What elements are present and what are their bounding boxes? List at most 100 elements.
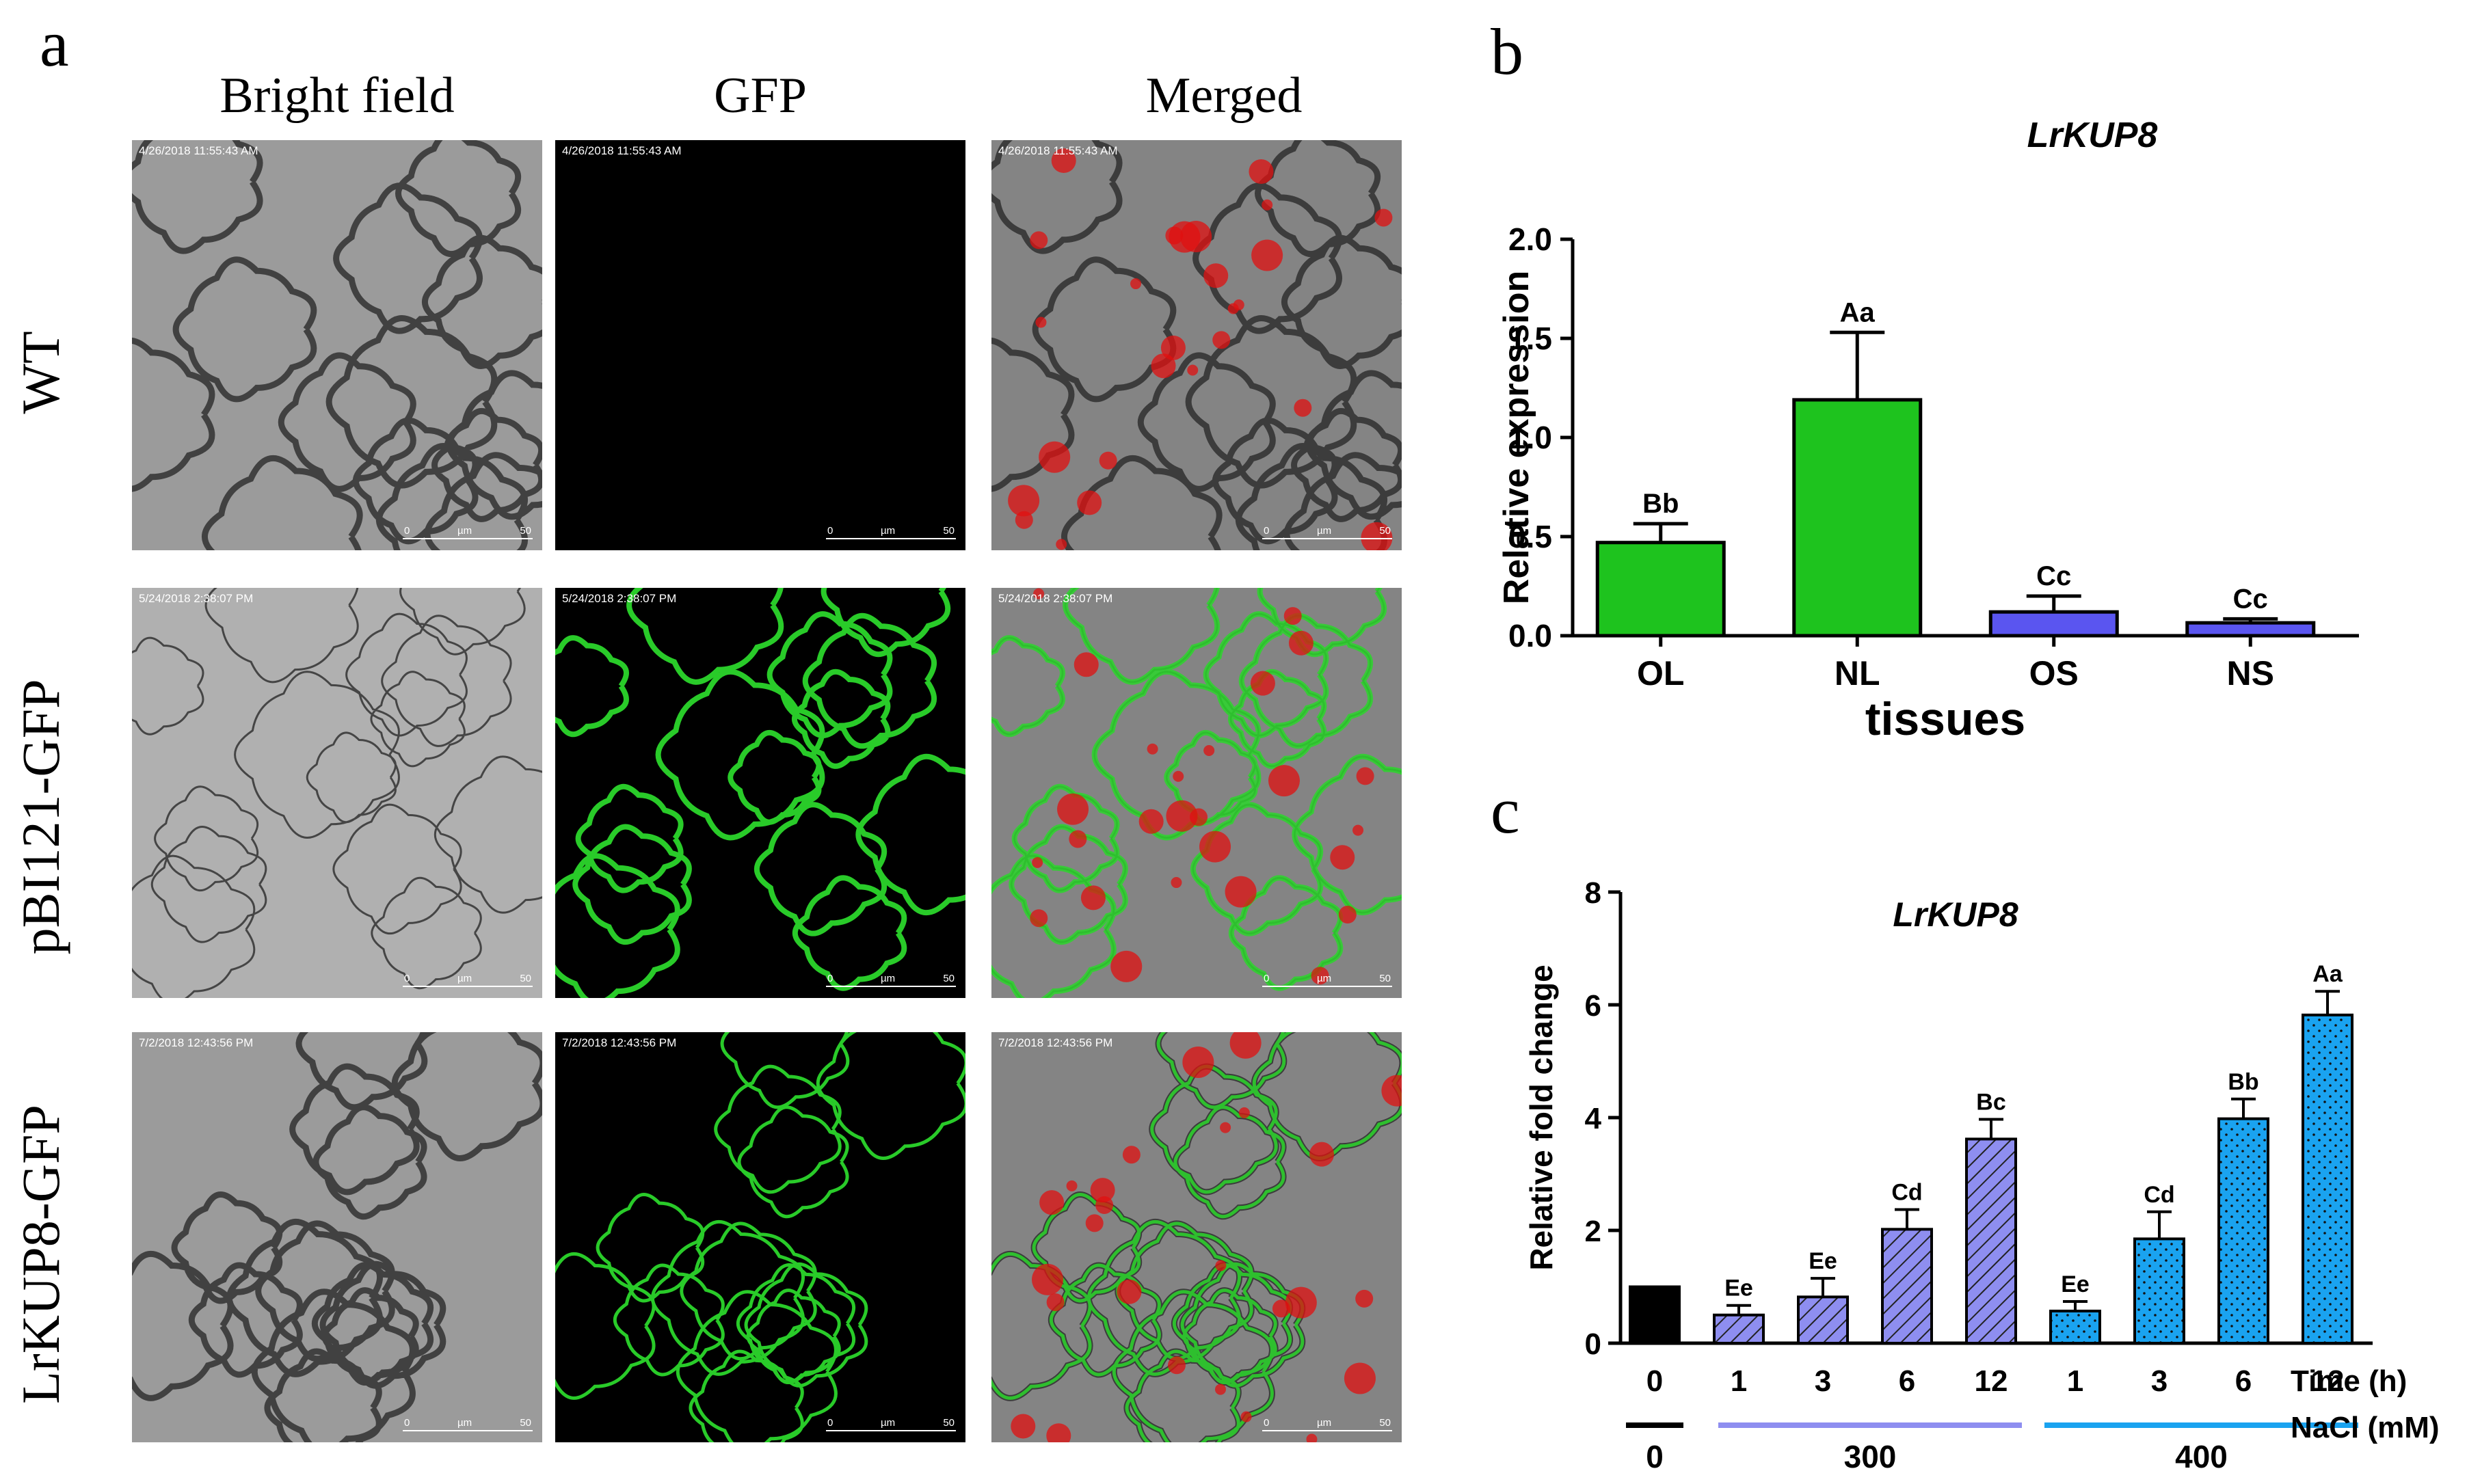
significance-label: Ee [1809,1248,1837,1274]
y-tick-label: 1.5 [1508,321,1552,356]
scale-bar-label: 0 [404,525,410,537]
x-tick-label: 6 [1899,1364,1915,1398]
significance-label: Bb [2228,1069,2258,1095]
bar [1629,1285,1681,1345]
scale-bar-label: µm [1317,973,1332,984]
x-tick-label: 3 [2151,1364,2168,1398]
scale-bar: 0 µm 50 [403,1417,533,1435]
micrograph-lrkup8-gfp-bright-field: 7/2/2018 12:43:56 PM 0 µm 50 [132,1032,542,1442]
x-axis-label: tissues [1865,693,2025,745]
scale-bar-label: 50 [943,525,955,537]
timestamp: 4/26/2018 11:55:43 AM [998,144,1118,157]
scale-bar-label: µm [1317,1417,1332,1429]
bar [1881,1228,1933,1345]
scale-bar-label: 50 [1379,525,1391,537]
column-header-bright-field: Bright field [219,68,455,124]
chart-c: LrKUP8 0 2 4 6 8 Relative fold change 0 Ee 1 Ee 3 Cd… [1523,876,2440,1474]
timestamp: 5/24/2018 2:38:07 PM [562,592,677,605]
scale-bar: 0 µm 50 [403,525,533,543]
scale-bar-label: µm [881,525,896,537]
y-tick-label: 8 [1585,876,1601,910]
micrograph-wt-merged: 4/26/2018 11:55:43 AM 0 µm 50 [991,140,1402,550]
y-tick-label: 4 [1585,1102,1602,1135]
panel-b-letter: b [1491,15,1523,88]
scale-bar-label: µm [881,973,896,984]
y-tick-label: 2 [1585,1215,1601,1248]
significance-label: Ee [1724,1276,1753,1301]
x-tick-label: NL [1835,654,1880,692]
timestamp: 5/24/2018 2:38:07 PM [139,592,254,605]
scale-bar-label: µm [1317,525,1332,537]
row-label-pbi121-gfp: pBI121-GFP [11,679,70,955]
chart-title: LrKUP8 [2027,116,2158,155]
x-tick-label: 12 [2311,1364,2345,1398]
micrograph-pbi121-gfp-gfp: 5/24/2018 2:38:07 PM 0 µm 50 [555,588,965,998]
scale-bar-label: 0 [827,1417,834,1429]
significance-label: Cc [2036,561,2071,591]
x-tick-label: NS [2227,654,2274,692]
significance-label: Aa [1840,297,1876,327]
significance-label: Cc [2233,584,2268,614]
panel-a-letter: a [40,7,69,80]
significance-label: Bb [1642,489,1679,519]
timestamp: 4/26/2018 11:55:43 AM [562,144,682,157]
x-tick-label: 12 [1975,1364,2008,1398]
group-label: 300 [1844,1439,1897,1474]
group-label: 0 [1646,1439,1664,1474]
scale-bar: 0 µm 50 [1262,973,1392,991]
significance-label: Cd [1891,1179,1922,1205]
significance-label: Cd [2144,1182,2174,1208]
scale-bar-label: µm [457,973,472,984]
group-label: 400 [2175,1439,2228,1474]
scale-bar: 0 µm 50 [1262,1417,1392,1435]
scale-bar-label: 0 [404,973,410,984]
scale-bar-label: 0 [1264,973,1270,984]
scale-bar-label: µm [457,1417,472,1429]
bar [1595,541,1726,638]
scale-bar-label: 50 [520,525,531,537]
bar [2217,1117,2269,1345]
timestamp: 7/2/2018 12:43:56 PM [562,1036,677,1049]
scale-bar-label: 50 [520,1417,531,1429]
y-tick-label: 6 [1585,989,1601,1023]
x-tick-label: 1 [2067,1364,2083,1398]
panel-c-letter: c [1491,774,1520,847]
bar [1965,1137,2017,1345]
x-tick-label: 3 [1815,1364,1831,1398]
scale-bar-label: 0 [827,525,834,537]
y-tick-label: 2.0 [1508,221,1552,257]
micrograph-wt-gfp: 4/26/2018 11:55:43 AM 0 µm 50 [555,140,965,550]
micrograph-lrkup8-gfp-gfp: 7/2/2018 12:43:56 PM 0 µm 50 [555,1032,965,1442]
timestamp: 7/2/2018 12:43:56 PM [998,1036,1113,1049]
scale-bar-label: 50 [520,973,531,984]
scale-bar: 0 µm 50 [826,1417,956,1435]
chart-title: LrKUP8 [1893,895,2018,934]
y-axis-label: Relative fold change [1523,964,1559,1270]
significance-label: Bc [1976,1089,2005,1115]
y-tick-label: 0.0 [1508,618,1552,653]
scale-bar-label: 0 [404,1417,410,1429]
bar [2049,1309,2101,1345]
scale-bar-label: 50 [943,973,955,984]
group-axis-name: NaCl (mM) [2291,1411,2440,1444]
timestamp: 7/2/2018 12:43:56 PM [139,1036,254,1049]
bar [1988,610,2119,638]
scale-bar-label: µm [457,525,472,537]
micrograph-lrkup8-gfp-merged: 7/2/2018 12:43:56 PM 0 µm 50 [991,1032,1402,1442]
scale-bar-label: 0 [1264,525,1270,537]
scale-bar: 0 µm 50 [826,525,956,543]
row-label-lrkup8-gfp: LrKUP8-GFP [11,1105,70,1404]
column-header-gfp: GFP [714,68,807,124]
y-axis-label: Relative expression [1497,271,1536,604]
x-tick-label: 1 [1731,1364,1747,1398]
x-axis-name: Time (h) [2291,1364,2407,1398]
scale-bar-label: 0 [1264,1417,1270,1429]
y-tick-label: 1.0 [1508,420,1552,455]
scale-bar-label: µm [881,1417,896,1429]
micrograph-pbi121-gfp-bright-field: 5/24/2018 2:38:07 PM 0 µm 50 [132,588,542,998]
bar [1797,1295,1849,1345]
column-header-merged: Merged [1145,68,1303,124]
bar [2185,621,2316,638]
scale-bar-label: 50 [943,1417,955,1429]
scale-bar-label: 50 [1379,1417,1391,1429]
